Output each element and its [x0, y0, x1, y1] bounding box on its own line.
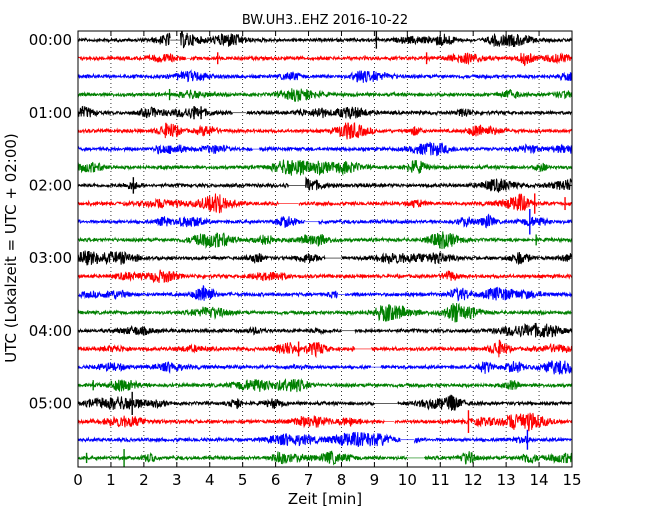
- trace-row: [77, 105, 572, 120]
- y-tick-label: 00:00: [29, 31, 72, 49]
- trace-row: [77, 30, 573, 49]
- trace-row: [77, 269, 573, 284]
- y-tick-label: 05:00: [29, 394, 72, 412]
- x-tick-label: 14: [530, 471, 549, 489]
- trace-row: [77, 69, 573, 83]
- x-tick-label: 5: [238, 471, 248, 489]
- vertical-gridlines: [110, 31, 540, 467]
- trace-row: [77, 193, 573, 214]
- trace-waveform: [77, 412, 573, 432]
- x-tick-label: 1: [106, 471, 116, 489]
- x-axis-label: Zeit [min]: [288, 490, 362, 508]
- x-tick-label: 8: [337, 471, 347, 489]
- trace-row: [77, 339, 573, 359]
- trace-waveform: [77, 360, 573, 375]
- x-tick-label: 13: [497, 471, 516, 489]
- trace-waveform: [77, 52, 573, 67]
- trace-waveform: [77, 213, 572, 229]
- chart-title: BW.UH3..EHZ 2016-10-22: [242, 13, 408, 28]
- trace-waveform: [77, 122, 572, 140]
- trace-waveform: [77, 250, 573, 266]
- y-axis-ticks: 00:00 01:00 02:00 03:00 04:00 05:00: [29, 31, 572, 412]
- trace-waveform: [77, 377, 573, 393]
- trace-row: [77, 302, 572, 323]
- trace-waveform: [77, 105, 572, 120]
- trace-waveform: [77, 285, 573, 302]
- x-tick-label: 4: [205, 471, 215, 489]
- trace-waveform: [77, 141, 573, 157]
- x-tick-label: 6: [271, 471, 281, 489]
- trace-waveform: [77, 394, 573, 411]
- trace-row: [77, 231, 573, 250]
- x-tick-label: 10: [398, 471, 417, 489]
- trace-waveform: [77, 431, 573, 448]
- trace-waveform: [77, 231, 573, 250]
- trace-row: [77, 52, 573, 67]
- trace-waveform: [77, 269, 573, 284]
- y-tick-label: 01:00: [29, 104, 72, 122]
- y-tick-label: 04:00: [29, 322, 72, 340]
- trace-row: [77, 410, 573, 433]
- trace-row: [77, 122, 572, 140]
- trace-row: [77, 176, 573, 194]
- trace-row: [77, 141, 573, 157]
- trace-waveform: [77, 88, 573, 102]
- trace-waveform: [77, 30, 573, 49]
- trace-waveform: [77, 302, 572, 323]
- trace-row: [77, 250, 573, 266]
- trace-row: [77, 360, 573, 375]
- trace-waveform: [77, 176, 573, 193]
- trace-waveform: [77, 159, 573, 176]
- trace-row: [77, 88, 573, 102]
- trace-waveform: [77, 339, 573, 359]
- x-tick-label: 7: [304, 471, 314, 489]
- trace-row: [77, 377, 573, 393]
- trace-row: [77, 429, 573, 450]
- trace-waveform: [77, 193, 573, 214]
- trace-waveform: [77, 322, 573, 338]
- x-tick-label: 0: [73, 471, 83, 489]
- trace-waveform: [77, 69, 573, 83]
- plot-frame: [77, 30, 573, 468]
- trace-row: [77, 391, 573, 415]
- x-axis-ticks: 0 1 2 3 4 5 6 7 8 9 10 11 12 13 14 15: [73, 31, 582, 489]
- x-tick-label: 3: [172, 471, 182, 489]
- trace-row: [77, 285, 573, 302]
- trace-rows: [77, 30, 573, 467]
- trace-row: [77, 449, 573, 467]
- x-tick-label: 15: [562, 471, 581, 489]
- y-tick-label: 02:00: [29, 176, 72, 194]
- y-axis-label: UTC (Lokalzeit = UTC + 02:00): [2, 133, 20, 363]
- x-tick-label: 12: [464, 471, 483, 489]
- trace-row: [77, 159, 573, 176]
- trace-row: [77, 209, 572, 235]
- trace-row: [77, 322, 573, 338]
- y-tick-label: 03:00: [29, 249, 72, 267]
- x-tick-label: 11: [431, 471, 450, 489]
- trace-waveform: [77, 450, 573, 466]
- x-tick-label: 9: [370, 471, 380, 489]
- x-tick-label: 2: [139, 471, 149, 489]
